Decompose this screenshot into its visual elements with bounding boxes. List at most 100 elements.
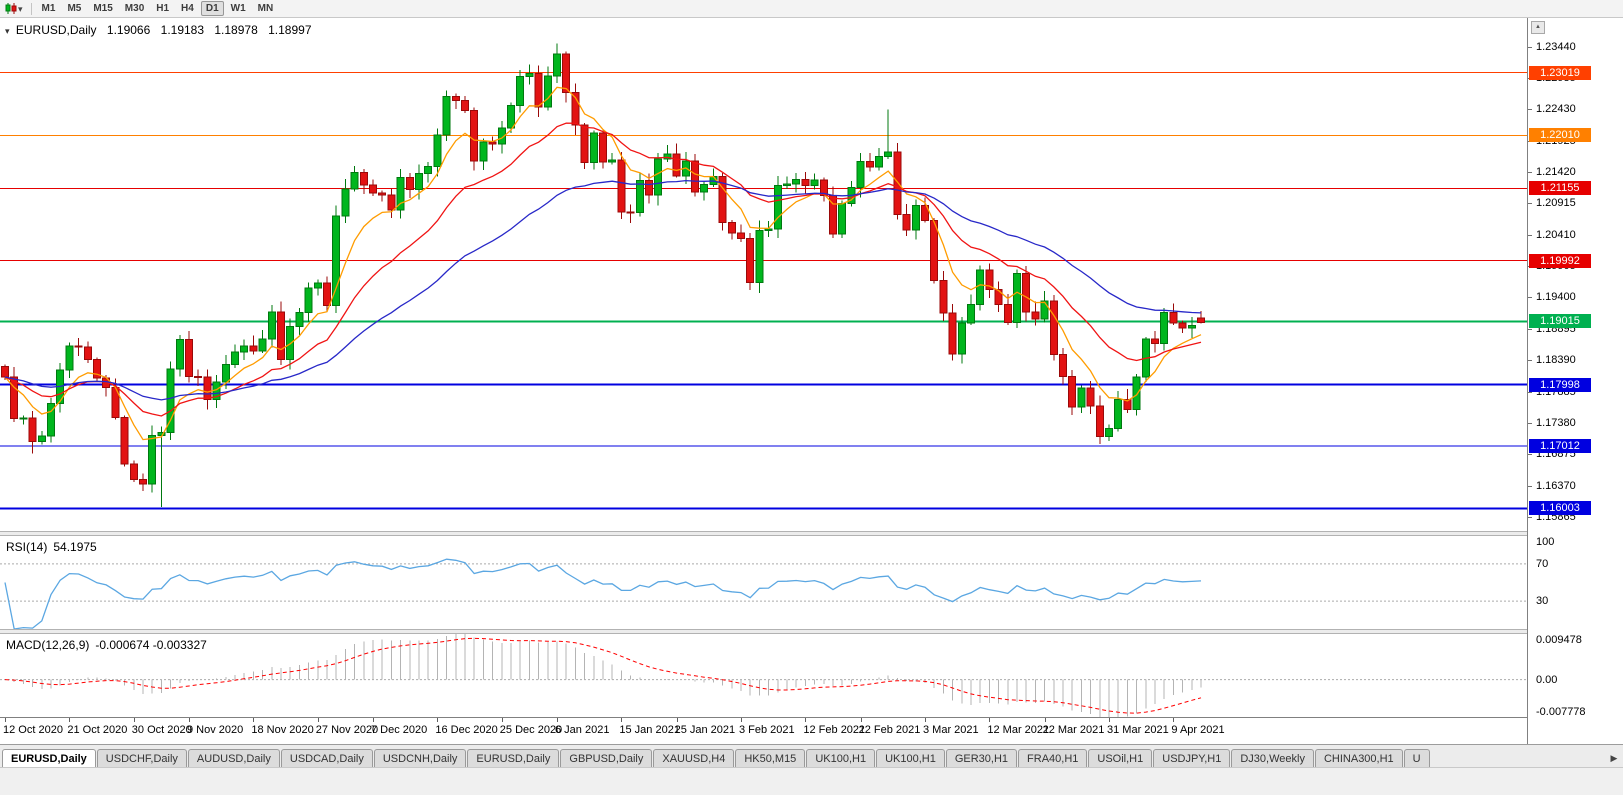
chart-tab-eurusd-daily[interactable]: EURUSD,Daily bbox=[467, 749, 560, 767]
chart-tab-eurusd-daily[interactable]: EURUSD,Daily bbox=[2, 749, 96, 767]
chart-tab-fra40-h1[interactable]: FRA40,H1 bbox=[1018, 749, 1088, 767]
chart-tab-gbpusd-daily[interactable]: GBPUSD,Daily bbox=[560, 749, 653, 767]
time-axis-label: 12 Feb 2021 bbox=[803, 724, 866, 736]
chart-tab-dj30-weekly[interactable]: DJ30,Weekly bbox=[1231, 749, 1314, 767]
rsi-line bbox=[4, 558, 1202, 629]
rsi-value: 54.1975 bbox=[53, 540, 97, 554]
rsi-axis-label: 100 bbox=[1536, 536, 1555, 548]
price-axis-label: 1.22430 bbox=[1536, 103, 1576, 116]
rsi-axis-label: 30 bbox=[1536, 595, 1549, 608]
chart-tab-usdcad-daily[interactable]: USDCAD,Daily bbox=[280, 749, 373, 767]
time-axis-tick bbox=[1044, 718, 1046, 722]
chart-tab-bar: EURUSD,Daily USDCHF,Daily AUDUSD,Daily USDC… bbox=[0, 744, 1623, 767]
hline-price-badge: 1.17012 bbox=[1529, 438, 1591, 453]
chart-tab-ger30-h1[interactable]: GER30,H1 bbox=[945, 749, 1018, 767]
candlestick-chart-icon[interactable] bbox=[4, 2, 17, 15]
price-axis-tick bbox=[1528, 297, 1532, 299]
timeframe-button-m1[interactable]: M1 bbox=[41, 3, 56, 14]
macd-indicator-label: MACD(12,26,9) -0.000674 -0.003327 bbox=[6, 638, 207, 652]
time-axis-tick bbox=[557, 718, 558, 722]
hline-price-badge: 1.17998 bbox=[1529, 377, 1591, 392]
macd-axis-label: 0.00 bbox=[1536, 673, 1558, 686]
time-axis-label: 18 Nov 2020 bbox=[251, 724, 314, 736]
price-axis-tick bbox=[1528, 360, 1532, 362]
macd-axis-label: 0.009478 bbox=[1536, 634, 1582, 646]
axis-scroll-up-button[interactable]: ▲ bbox=[1531, 21, 1545, 34]
price-axis-tick bbox=[1528, 422, 1532, 424]
rsi-axis-label: 70 bbox=[1536, 557, 1549, 570]
tab-scroll-right-button[interactable]: ▶ bbox=[1610, 753, 1618, 763]
time-axis-label: 3 Mar 2021 bbox=[923, 724, 979, 736]
time-axis-tick bbox=[925, 718, 926, 722]
price-axis-label: 1.21420 bbox=[1536, 166, 1576, 179]
time-axis-tick bbox=[1173, 718, 1175, 722]
time-axis-tick bbox=[501, 718, 503, 722]
chart-type-caret-icon[interactable]: ▾ bbox=[18, 3, 23, 14]
time-axis-label: 22 Mar 2021 bbox=[1042, 724, 1105, 736]
rsi-indicator-label: RSI(14) 54.1975 bbox=[6, 540, 97, 554]
time-axis-tick bbox=[373, 718, 374, 722]
timeframe-button-m5[interactable]: M5 bbox=[67, 3, 82, 14]
pane-splitter[interactable] bbox=[0, 629, 1623, 634]
toolbar-separator bbox=[30, 2, 32, 15]
chart-tab-uk100-h1[interactable]: UK100,H1 bbox=[876, 749, 945, 767]
price-axis-label: 1.16370 bbox=[1536, 479, 1576, 492]
timeframe-button-w1[interactable]: W1 bbox=[230, 3, 246, 14]
one-click-trading-arrow[interactable]: ▾ bbox=[5, 26, 10, 36]
timeframe-button-m15[interactable]: M15 bbox=[93, 3, 113, 14]
timeframe-button-mn[interactable]: MN bbox=[257, 3, 274, 14]
pane-splitter[interactable] bbox=[0, 531, 1623, 536]
macd-values: -0.000674 -0.003327 bbox=[95, 638, 207, 652]
macd-signal-line bbox=[4, 637, 1202, 714]
time-axis[interactable]: 12 Oct 2020 21 Oct 2020 30 Oct 2020 9 Nov 2… bbox=[0, 717, 1623, 744]
timeframe-button-m30[interactable]: M30 bbox=[124, 3, 145, 14]
main-chart-pane[interactable] bbox=[0, 18, 1527, 531]
time-axis-tick bbox=[253, 718, 255, 722]
time-axis-label: 12 Oct 2020 bbox=[3, 724, 63, 736]
price-axis-label: 1.23440 bbox=[1536, 40, 1576, 53]
quote-low: 1.18978 bbox=[214, 23, 258, 37]
price-axis-label: 1.19400 bbox=[1536, 291, 1576, 304]
macd-histogram bbox=[13, 634, 1202, 717]
price-axis-tick bbox=[1528, 203, 1532, 205]
time-axis-label: 27 Nov 2020 bbox=[315, 724, 379, 736]
chart-tab-usoil-h1[interactable]: USOil,H1 bbox=[1088, 749, 1153, 767]
chart-tab-china300-h1[interactable]: CHINA300,H1 bbox=[1314, 749, 1403, 767]
timeframe-button-group: M1 M5 M15 M30 H1 H4 D1 W1 MN bbox=[37, 1, 279, 16]
macd-title: MACD(12,26,9) bbox=[6, 638, 90, 652]
time-axis-tick bbox=[621, 718, 623, 722]
chart-tab-uk100-h1[interactable]: UK100,H1 bbox=[806, 749, 876, 767]
chart-tab-u[interactable]: U bbox=[1403, 749, 1430, 767]
chart-tab-usdjpy-h1[interactable]: USDJPY,H1 bbox=[1153, 749, 1231, 767]
time-axis-tick bbox=[133, 718, 135, 722]
time-axis-tick bbox=[860, 718, 862, 722]
time-axis-label: 22 Feb 2021 bbox=[858, 724, 921, 736]
time-axis-label: 9 Nov 2020 bbox=[187, 724, 244, 736]
price-axis[interactable]: ▲ 1.234401.229351.224301.219251.214201.2… bbox=[1528, 18, 1623, 744]
chart-tab-hk50-m15[interactable]: HK50,M15 bbox=[735, 749, 806, 767]
chart-tab-usdchf-daily[interactable]: USDCHF,Daily bbox=[96, 749, 187, 767]
time-axis-tick bbox=[189, 718, 190, 722]
timeframe-button-d1[interactable]: D1 bbox=[200, 1, 224, 16]
chart-tab-usdcnh-daily[interactable]: USDCNH,Daily bbox=[373, 749, 467, 767]
quote-open: 1.19066 bbox=[106, 23, 151, 37]
timeframe-button-h1[interactable]: H1 bbox=[156, 3, 170, 14]
chart-tab-xauusd-h4[interactable]: XAUUSD,H4 bbox=[653, 749, 735, 767]
chart-tab-audusd-daily[interactable]: AUDUSD,Daily bbox=[187, 749, 280, 767]
macd-indicator-pane[interactable] bbox=[0, 634, 1527, 717]
chart-symbol-header: ▾ EURUSD,Daily 1.19066 1.19183 1.18978 1… bbox=[5, 23, 312, 37]
time-axis-label: 6 Jan 2021 bbox=[555, 724, 610, 736]
time-axis-tick bbox=[437, 718, 439, 722]
price-axis-label: 1.18390 bbox=[1536, 354, 1576, 367]
price-axis-label: 1.20410 bbox=[1536, 228, 1576, 241]
price-axis-tick bbox=[1528, 109, 1532, 111]
timeframe-button-h4[interactable]: H4 bbox=[181, 3, 194, 14]
hline-price-badge: 1.21155 bbox=[1529, 181, 1591, 196]
hline-price-badge: 1.19992 bbox=[1529, 253, 1591, 268]
price-axis-tick bbox=[1528, 328, 1532, 330]
time-axis-tick bbox=[676, 718, 678, 722]
status-bar bbox=[0, 767, 1623, 795]
time-axis-label: 25 Jan 2021 bbox=[674, 724, 736, 736]
rsi-indicator-pane[interactable] bbox=[0, 536, 1527, 629]
price-axis-label: 1.17380 bbox=[1536, 416, 1576, 429]
